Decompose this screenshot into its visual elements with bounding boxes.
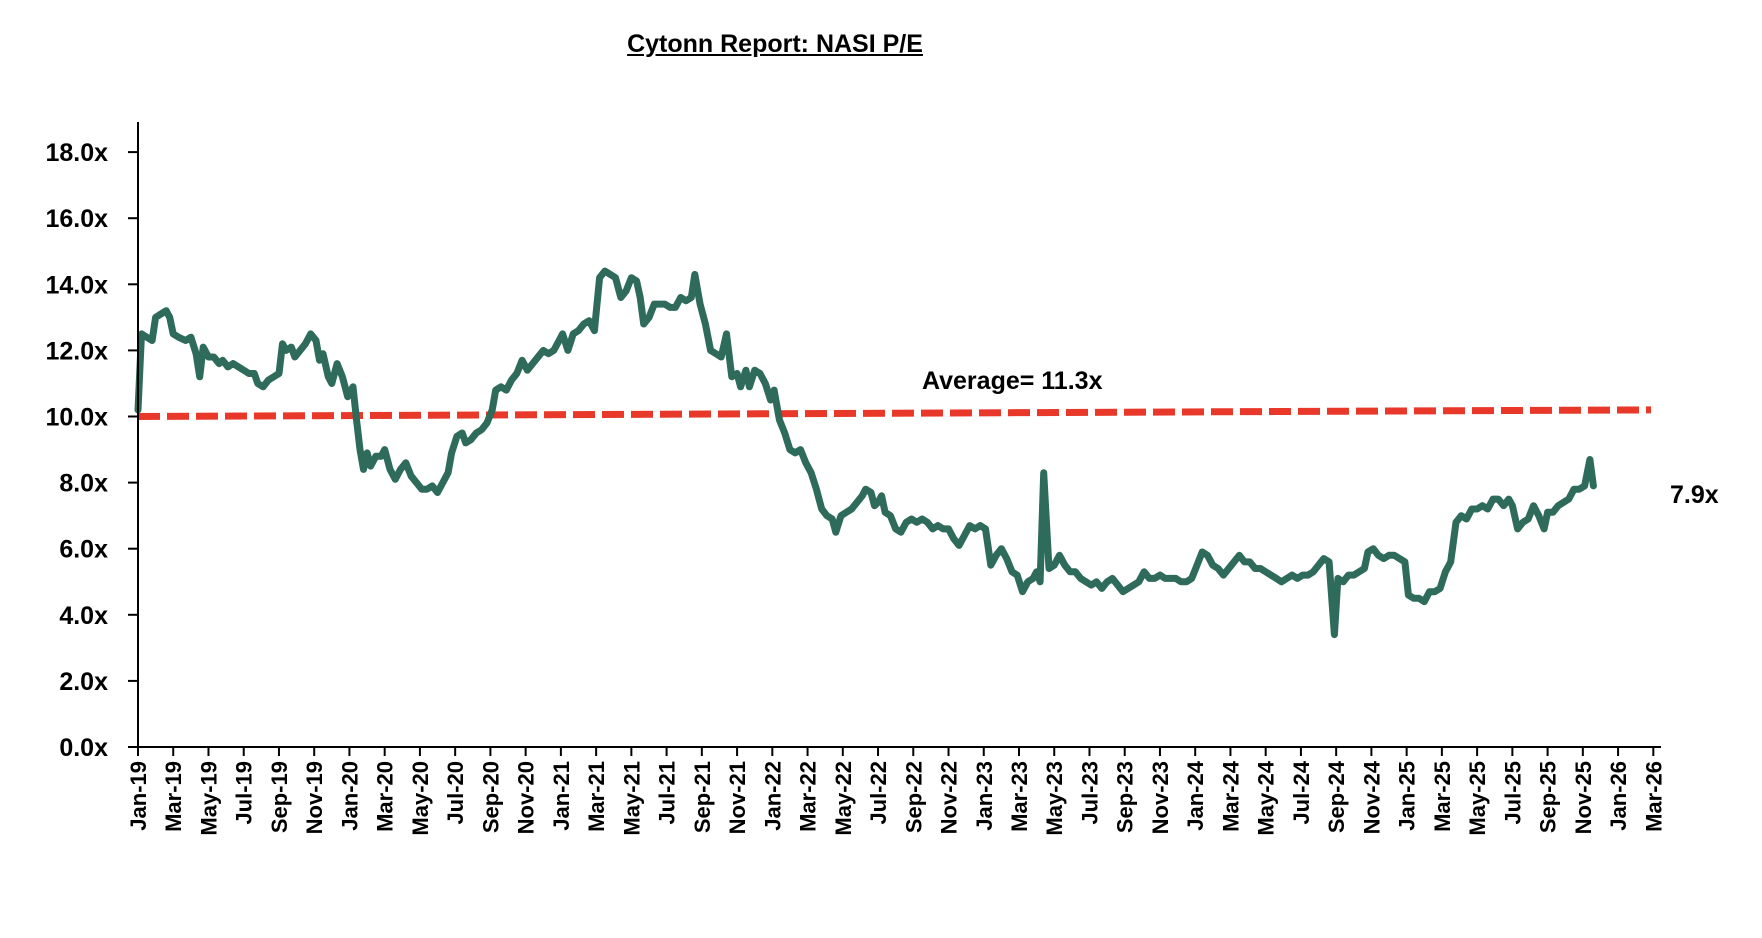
average-line: [137, 406, 1652, 420]
x-tick-label: Jul-22: [866, 761, 891, 825]
y-axis-ticks: 0.0x 2.0x 4.0x 6.0x 8.0x 10.0x 12.0x 14.0x 16.0x…: [45, 139, 138, 762]
x-tick-label: Nov-24: [1359, 760, 1384, 834]
x-tick-label: Sep-25: [1536, 761, 1561, 833]
x-tick-label: Jan-23: [972, 761, 997, 831]
y-tick-label: 4.0x: [59, 602, 108, 630]
x-tick-label: Jan-22: [760, 761, 785, 831]
x-tick-label: Jul-23: [1077, 761, 1102, 825]
x-tick-label: May-25: [1465, 761, 1490, 836]
x-tick-label: Jan-26: [1606, 761, 1631, 831]
x-tick-label: Jul-24: [1289, 760, 1314, 824]
y-tick-label: 8.0x: [59, 470, 108, 498]
x-tick-label: Jul-20: [443, 761, 468, 825]
x-tick-label: Mar-26: [1641, 761, 1666, 832]
x-tick-label: Jan-25: [1395, 761, 1420, 831]
x-tick-label: Sep-20: [478, 761, 503, 833]
x-tick-label: May-23: [1042, 761, 1067, 836]
x-axis-ticks: Jan-19 Mar-19 May-19 Jul-19 Sep-19 Nov-19 Jan-…: [126, 747, 1666, 836]
series-layer: [134, 267, 1597, 639]
x-tick-label: Jan-24: [1183, 760, 1208, 830]
x-tick-label: Mar-20: [373, 761, 398, 832]
x-tick-label: May-21: [619, 761, 644, 836]
x-tick-label: Nov-23: [1148, 761, 1173, 834]
x-tick-label: Jan-20: [337, 761, 362, 831]
last-value-label: 7.9x: [1670, 481, 1719, 509]
x-tick-label: May-20: [408, 761, 433, 836]
x-tick-label: May-22: [831, 761, 856, 836]
y-tick-label: 0.0x: [59, 734, 108, 762]
x-tick-label: Mar-24: [1218, 760, 1243, 832]
series-line-nasi-pe: [134, 267, 1597, 639]
y-tick-label: 16.0x: [45, 205, 108, 233]
x-tick-label: Mar-19: [161, 761, 186, 832]
x-tick-label: Sep-21: [690, 761, 715, 833]
y-tick-label: 2.0x: [59, 668, 108, 696]
x-tick-label: Nov-21: [725, 761, 750, 834]
x-tick-label: Jul-21: [655, 761, 680, 825]
x-tick-label: Sep-22: [901, 761, 926, 833]
x-tick-label: Mar-25: [1430, 761, 1455, 832]
x-tick-label: May-19: [196, 761, 221, 836]
x-tick-label: Nov-22: [937, 761, 962, 834]
average-line-layer: [137, 406, 1652, 420]
chart-title: Cytonn Report: NASI P/E: [627, 30, 923, 58]
x-tick-label: Jan-21: [549, 761, 574, 831]
x-tick-label: Mar-22: [796, 761, 821, 832]
x-tick-label: Sep-23: [1113, 761, 1138, 833]
x-tick-label: Sep-19: [267, 761, 292, 833]
average-annotation: Average= 11.3x: [922, 367, 1103, 395]
y-tick-label: 6.0x: [59, 536, 108, 564]
x-tick-label: Nov-25: [1571, 761, 1596, 834]
x-tick-label: Mar-21: [584, 761, 609, 832]
y-tick-label: 14.0x: [45, 271, 108, 299]
x-tick-label: May-24: [1254, 760, 1279, 835]
y-tick-label: 12.0x: [45, 337, 108, 365]
x-tick-label: Nov-19: [302, 761, 327, 834]
x-tick-label: Mar-23: [1007, 761, 1032, 832]
y-tick-label: 18.0x: [45, 139, 108, 167]
x-tick-label: Jul-19: [232, 761, 257, 825]
x-tick-label: Sep-24: [1324, 760, 1349, 833]
x-tick-label: Nov-20: [514, 761, 539, 834]
y-tick-label: 10.0x: [45, 404, 108, 432]
x-tick-label: Jan-19: [126, 761, 151, 831]
x-tick-label: Jul-25: [1500, 761, 1525, 825]
axes-layer: [137, 122, 1661, 748]
